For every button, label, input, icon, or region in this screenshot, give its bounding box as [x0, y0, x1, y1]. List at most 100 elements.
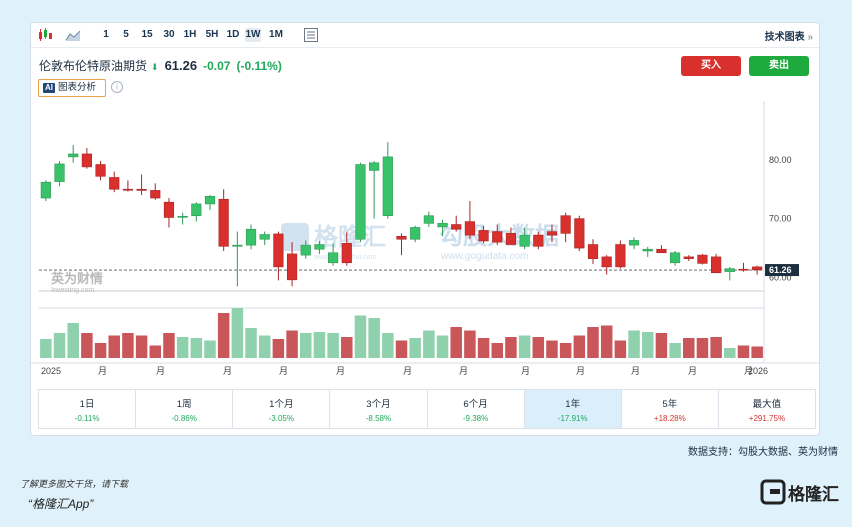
volume-bar — [108, 335, 120, 358]
candle — [218, 189, 229, 251]
period-change: -17.91% — [557, 414, 588, 423]
period-change: +291.75% — [748, 414, 786, 423]
volume-bar — [710, 337, 722, 358]
area-chart-type-icon[interactable] — [65, 27, 81, 43]
volume-bar — [532, 337, 545, 358]
interval-15[interactable]: 15 — [141, 29, 153, 40]
candle — [451, 215, 462, 232]
candle — [40, 180, 51, 201]
candle — [259, 231, 270, 246]
period-label: 5年 — [662, 399, 678, 410]
volume-bar — [354, 315, 367, 358]
interval-5h[interactable]: 5H — [205, 29, 219, 40]
indicator-settings-icon[interactable] — [303, 27, 319, 43]
volume-bar — [518, 335, 531, 358]
candle — [81, 148, 92, 169]
period-label: 最大值 — [752, 399, 782, 410]
volume-bar — [245, 328, 257, 358]
y-tick-label: 60.00 — [769, 272, 792, 282]
volume-bar — [436, 335, 449, 358]
interval-1m[interactable]: 1M — [269, 29, 283, 40]
volume-bar — [368, 318, 380, 358]
volume-bar — [190, 338, 203, 358]
price-chart[interactable]: 格隆汇 www.gelonghui.com 勾股大数据 www.gogudata… — [31, 101, 819, 381]
period-5[interactable]: 1年 -17.91% — [524, 390, 622, 428]
period-4[interactable]: 6个月 -9.38% — [428, 390, 525, 428]
volume-bar — [423, 330, 435, 358]
logo-text: 格隆汇 — [788, 484, 839, 504]
candle — [163, 198, 175, 228]
interval-1h[interactable]: 1H — [183, 29, 197, 40]
period-3[interactable]: 3个月 -8.58% — [330, 390, 428, 428]
ai-analysis-button[interactable]: AI 图表分析 — [38, 79, 106, 97]
interval-5[interactable]: 5 — [123, 29, 129, 40]
y-tick-label: 70.00 — [769, 214, 792, 224]
candle — [369, 161, 380, 219]
buy-button[interactable]: 买入 — [681, 56, 741, 76]
candle — [711, 253, 722, 274]
watermark-investing-en: Investing.com — [51, 287, 94, 294]
gelonghui-logo-mark — [281, 223, 309, 251]
period-change: -8.58% — [365, 414, 392, 423]
volume-bar — [559, 343, 572, 358]
y-tick-label: 80.00 — [769, 155, 792, 165]
volume-bar — [573, 335, 586, 358]
volume-bar — [505, 337, 517, 358]
volume-bar — [204, 340, 216, 358]
candle — [587, 239, 599, 264]
period-7[interactable]: 最大值 +291.75% — [719, 390, 815, 428]
volume-bar — [683, 338, 695, 358]
period-2[interactable]: 1个月 -3.05% — [233, 390, 331, 428]
candle — [738, 262, 749, 272]
period-1[interactable]: 1周 -0.86% — [136, 390, 234, 428]
download-note: 了解更多图文干货，请下载 — [20, 479, 129, 489]
candle — [752, 265, 763, 275]
candle — [519, 227, 530, 250]
candle — [615, 240, 626, 269]
info-icon[interactable]: i — [111, 81, 123, 93]
sell-button[interactable]: 卖出 — [749, 56, 809, 76]
current-price-label: 61.26 — [769, 265, 792, 275]
volume-bar — [382, 333, 394, 358]
app-name: “格隆汇App” — [28, 497, 94, 511]
period-6[interactable]: 5年 +18.28% — [622, 390, 719, 428]
period-change: +18.28% — [653, 414, 686, 423]
volume-bar — [395, 340, 408, 358]
volume-bar — [655, 333, 668, 358]
period-0[interactable]: 1日 -0.11% — [39, 390, 137, 428]
gelonghui-logo: 格隆汇 — [760, 475, 842, 524]
period-label: 1周 — [176, 399, 192, 410]
candle — [150, 183, 161, 200]
period-label: 6个月 — [463, 399, 488, 410]
candle — [204, 195, 216, 210]
instrument-price: 61.26 — [164, 58, 198, 73]
interval-1w[interactable]: 1W — [245, 28, 261, 42]
data-source: 数据支持：勾股大数据、英为财情 — [688, 447, 838, 458]
volume-bar — [272, 339, 285, 358]
candle — [109, 171, 120, 193]
candle — [95, 161, 106, 181]
volume-bar — [163, 333, 175, 358]
watermark-investing: 英为财情 Investing.com — [50, 271, 103, 294]
candle — [505, 227, 517, 246]
interval-1d[interactable]: 1D — [226, 29, 240, 40]
candle — [382, 142, 393, 219]
volume-bar — [149, 345, 162, 358]
tech-chart-link[interactable]: 技术图表 » — [764, 32, 813, 43]
candle — [724, 266, 735, 281]
candle — [300, 240, 311, 259]
period-change: -3.05% — [268, 414, 294, 423]
candle — [478, 225, 489, 244]
price-change: -0.07 — [203, 59, 231, 73]
candlestick-type-icon[interactable] — [37, 27, 53, 43]
candle — [656, 245, 667, 254]
x-tick-label: 月 — [688, 366, 697, 376]
interval-1[interactable]: 1 — [103, 29, 109, 40]
interval-30[interactable]: 30 — [163, 29, 175, 40]
x-tick-label: 月 — [336, 366, 345, 376]
candle — [396, 233, 407, 256]
candle — [683, 255, 694, 261]
candle — [191, 202, 202, 222]
candle — [68, 145, 79, 163]
period-label: 1日 — [79, 399, 95, 410]
